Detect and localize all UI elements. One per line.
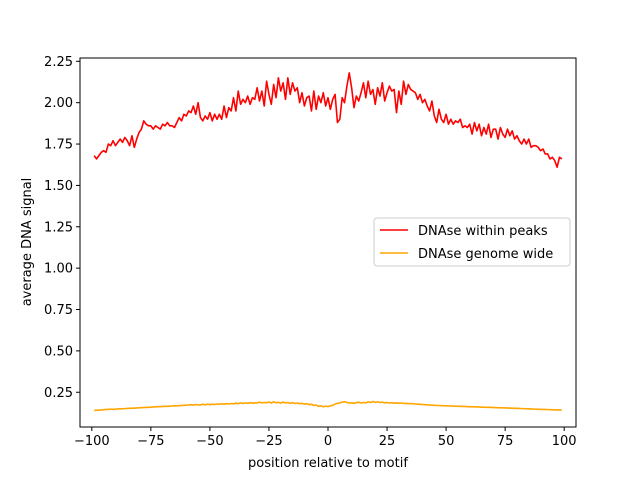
- x-tick-label: 50: [438, 434, 455, 449]
- legend-label-genome: DNAse genome wide: [418, 247, 553, 262]
- x-tick-label: −50: [196, 434, 223, 449]
- legend: DNAse within peaks DNAse genome wide: [373, 217, 571, 267]
- x-tick-label: −100: [74, 434, 110, 449]
- y-tick-label: 0.75: [44, 303, 73, 318]
- series-line-peaks: [93, 72, 563, 169]
- y-tick-label: 0.25: [44, 386, 73, 401]
- legend-label-peaks: DNAse within peaks: [418, 224, 548, 239]
- y-tick-label: 2.00: [44, 96, 73, 111]
- legend-box: [373, 217, 571, 267]
- y-axis: 0.25 0.50 0.75 1.00 1.25 1.50 1.75 2.00 2.25: [44, 55, 80, 401]
- x-tick-label: 25: [379, 434, 396, 449]
- y-tick-label: 1.75: [44, 138, 73, 153]
- x-axis-label: position relative to motif: [248, 456, 408, 471]
- series-layer: [93, 72, 563, 412]
- x-tick-label: 0: [324, 434, 332, 449]
- y-tick-label: 0.50: [44, 344, 73, 359]
- y-axis-label: average DNA signal: [20, 178, 35, 307]
- series-line-genome: [94, 400, 562, 412]
- x-axis: −100 −75 −50 −25 0 25 50 75 100: [74, 427, 577, 449]
- y-tick-label: 1.00: [44, 262, 73, 277]
- y-tick-label: 1.50: [44, 179, 73, 194]
- x-tick-label: 75: [497, 434, 514, 449]
- x-tick-label: −75: [137, 434, 164, 449]
- x-tick-label: −25: [255, 434, 282, 449]
- x-tick-label: 100: [552, 434, 577, 449]
- y-tick-label: 1.25: [44, 220, 73, 235]
- y-tick-label: 2.25: [44, 55, 73, 70]
